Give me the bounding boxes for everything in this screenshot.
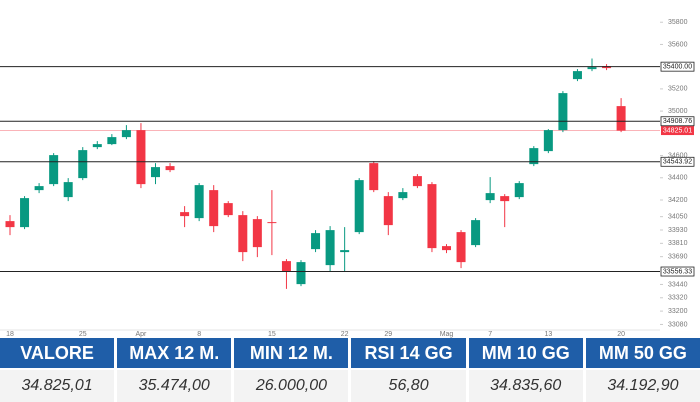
candle-body: [398, 192, 408, 199]
candle-body: [151, 167, 160, 178]
y-tick-label: 33320: [668, 295, 688, 302]
y-tick-label: 35600: [668, 41, 688, 48]
candle-body: [78, 150, 88, 179]
last-price-label: 34825.01: [663, 127, 692, 134]
level-box: [660, 116, 695, 127]
stats-table: VALORE MAX 12 M. MIN 12 M. RSI 14 GG MM 10 G…: [0, 338, 700, 402]
y-tick-label: 33810: [668, 240, 688, 247]
x-tick-label: 25: [79, 331, 87, 338]
candle-body: [267, 222, 277, 224]
candle-body: [238, 215, 248, 253]
candle-body: [587, 67, 597, 70]
x-tick-label: 7: [488, 331, 492, 338]
table-cell: 35.474,00: [117, 370, 232, 402]
level-label: 34908.76: [663, 118, 692, 125]
candle-body: [325, 230, 335, 266]
candle-body: [194, 185, 204, 219]
x-tick-label: 22: [341, 331, 349, 338]
candle-body: [485, 193, 495, 201]
candle-body: [412, 176, 422, 187]
candle-body: [107, 137, 117, 145]
y-tick-label: 33200: [668, 308, 688, 315]
table-header: MIN 12 M.: [234, 338, 349, 368]
y-tick-label: 34200: [668, 197, 688, 204]
x-tick-label: 29: [384, 331, 392, 338]
y-tick-label: 33690: [668, 254, 688, 261]
y-tick-label: 34400: [668, 175, 688, 182]
candle-body: [34, 186, 44, 191]
x-tick-label: Mag: [440, 331, 454, 338]
table-cell: 26.000,00: [234, 370, 349, 402]
candle-body: [92, 144, 102, 148]
candle-body: [354, 180, 364, 233]
x-tick-label: 13: [544, 331, 552, 338]
table-header: RSI 14 GG: [351, 338, 466, 368]
x-tick-label: 15: [268, 331, 276, 338]
y-tick-label: 35200: [668, 86, 688, 93]
table-cell: 34.192,90: [585, 370, 700, 402]
level-box: [660, 61, 695, 72]
candle-body: [209, 190, 219, 227]
candle-body: [136, 130, 146, 185]
candle-body: [514, 183, 524, 198]
level-label: 34543.92: [663, 159, 692, 166]
x-tick-label: 20: [617, 331, 625, 338]
y-tick-label: 35800: [668, 19, 688, 26]
candle-body: [311, 233, 321, 250]
candle-body: [121, 130, 131, 138]
candle-body: [572, 71, 582, 80]
candle-body: [529, 148, 539, 165]
candle-body: [500, 196, 510, 202]
candle-body: [180, 212, 190, 217]
level-box: [660, 266, 695, 277]
y-tick-label: 34050: [668, 214, 688, 221]
candle-body: [456, 232, 466, 263]
candle-body: [369, 163, 379, 191]
table-cell: 56,80: [351, 370, 466, 402]
y-tick-label: 34600: [668, 152, 688, 159]
candle-body: [281, 261, 291, 272]
table-header: VALORE: [0, 338, 115, 368]
candle-body: [543, 130, 553, 152]
y-tick-label: 33080: [668, 321, 688, 328]
y-tick-label: 33930: [668, 227, 688, 234]
last-price-box: [661, 126, 694, 136]
candle-body: [20, 198, 30, 228]
x-tick-label: 8: [197, 331, 201, 338]
candle-body: [223, 203, 233, 216]
level-label: 33556.33: [663, 268, 692, 275]
level-box: [660, 156, 695, 167]
level-label: 35400.00: [663, 64, 692, 71]
candle-body: [296, 262, 306, 285]
candle-body: [63, 182, 73, 198]
candle-body: [558, 93, 568, 131]
table-cell: 34.825,01: [0, 370, 115, 402]
candle-body: [427, 184, 437, 249]
table-header: MM 50 GG: [585, 338, 700, 368]
table-header: MAX 12 M.: [117, 338, 232, 368]
candle-body: [383, 196, 393, 226]
candle-body: [252, 219, 262, 248]
y-tick-label: 35000: [668, 108, 688, 115]
y-tick-label: 33440: [668, 281, 688, 288]
chart: 33080 33200 33320 33440 33690 33810 33930 34050…: [0, 19, 695, 338]
candle-body: [616, 106, 626, 131]
table-cell: 34.835,60: [468, 370, 583, 402]
candle-body: [340, 250, 350, 253]
candle-body: [5, 221, 15, 228]
x-tick-label: 18: [6, 331, 14, 338]
table-header: MM 10 GG: [468, 338, 583, 368]
candle-body: [165, 166, 175, 171]
x-tick-label: Apr: [135, 331, 147, 338]
candle-body: [471, 220, 481, 246]
candle-body: [442, 246, 451, 251]
candle-body: [49, 155, 59, 185]
